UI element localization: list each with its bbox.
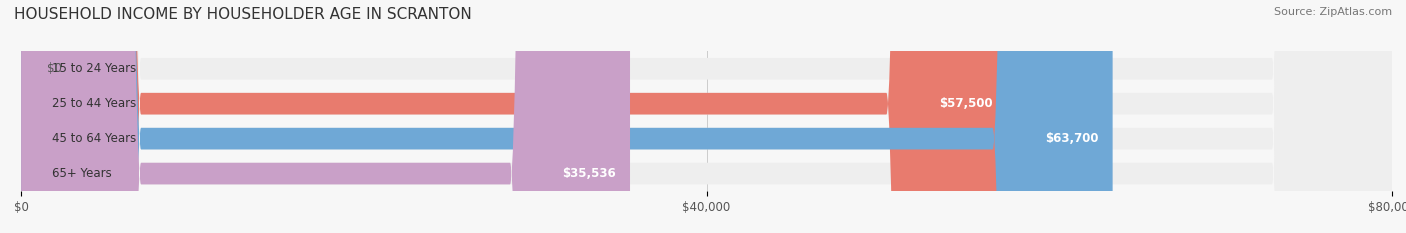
Text: 25 to 44 Years: 25 to 44 Years	[52, 97, 136, 110]
Text: $0: $0	[46, 62, 62, 75]
FancyBboxPatch shape	[21, 0, 630, 233]
FancyBboxPatch shape	[21, 0, 1392, 233]
Text: 45 to 64 Years: 45 to 64 Years	[52, 132, 136, 145]
Text: $63,700: $63,700	[1046, 132, 1099, 145]
FancyBboxPatch shape	[21, 0, 1007, 233]
Text: $57,500: $57,500	[939, 97, 993, 110]
FancyBboxPatch shape	[21, 0, 1392, 233]
FancyBboxPatch shape	[21, 0, 1392, 233]
Text: $35,536: $35,536	[562, 167, 616, 180]
FancyBboxPatch shape	[21, 0, 1112, 233]
Text: Source: ZipAtlas.com: Source: ZipAtlas.com	[1274, 7, 1392, 17]
Text: HOUSEHOLD INCOME BY HOUSEHOLDER AGE IN SCRANTON: HOUSEHOLD INCOME BY HOUSEHOLDER AGE IN S…	[14, 7, 472, 22]
Text: 15 to 24 Years: 15 to 24 Years	[52, 62, 136, 75]
Text: 65+ Years: 65+ Years	[52, 167, 111, 180]
FancyBboxPatch shape	[21, 0, 1392, 233]
